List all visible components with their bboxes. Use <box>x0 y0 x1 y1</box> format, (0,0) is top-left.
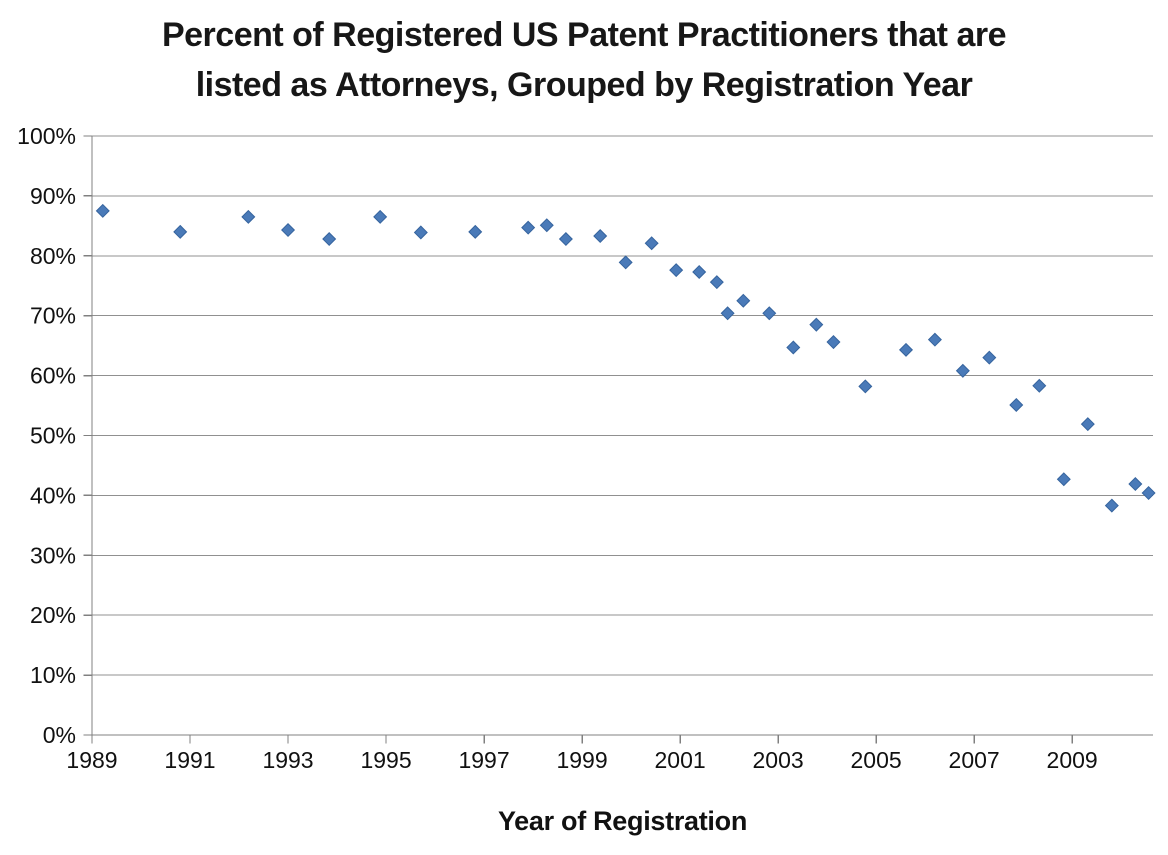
y-tick-label: 90% <box>30 183 76 209</box>
x-tick-label: 2007 <box>949 747 1000 773</box>
chart-title-line-2: listed as Attorneys, Grouped by Registra… <box>195 66 973 104</box>
x-tick-label: 2001 <box>654 747 705 773</box>
x-tick-label: 1993 <box>262 747 313 773</box>
data-point-marker <box>95 203 110 218</box>
data-point-marker <box>558 232 573 247</box>
chart-title: Percent of Registered US Patent Practiti… <box>0 10 1168 110</box>
data-point-marker <box>982 350 997 365</box>
x-tick-label: 1995 <box>360 747 411 773</box>
x-tick-label: 1989 <box>66 747 117 773</box>
data-point-marker <box>1080 417 1095 432</box>
y-tick-label: 0% <box>43 722 76 748</box>
data-point-marker <box>373 209 388 224</box>
x-axis-title: Year of Registration <box>497 806 748 836</box>
data-point-marker <box>413 225 428 240</box>
data-point-marker <box>898 342 914 357</box>
data-point-marker <box>521 220 536 235</box>
data-point-marker <box>1141 485 1156 501</box>
data-point-marker <box>644 236 659 251</box>
data-point-marker <box>1009 397 1024 412</box>
y-tick-label: 80% <box>30 243 76 269</box>
data-point-marker <box>281 223 296 238</box>
data-point-marker <box>927 332 942 347</box>
data-point-marker <box>322 232 337 247</box>
data-point-marker <box>826 335 841 350</box>
y-tick-label: 100% <box>17 123 76 149</box>
x-tick-label: 2009 <box>1047 747 1098 773</box>
data-point-marker <box>858 379 873 394</box>
data-point-marker <box>762 306 777 321</box>
x-tick-label: 2003 <box>753 747 804 773</box>
data-point-marker <box>1128 477 1143 492</box>
data-point-marker <box>720 306 735 321</box>
data-point-marker <box>809 317 824 332</box>
x-tick-label: 1997 <box>458 747 509 773</box>
data-point-marker <box>669 263 684 278</box>
y-tick-label: 30% <box>30 542 76 568</box>
x-tick-label: 1999 <box>556 747 607 773</box>
x-tick-label: 2005 <box>851 747 902 773</box>
data-point-marker <box>241 209 256 224</box>
data-point-marker <box>468 224 483 239</box>
chart-title-line-1: Percent of Registered US Patent Practiti… <box>161 16 1007 54</box>
data-point-marker <box>786 340 801 355</box>
data-point-marker <box>593 229 608 244</box>
data-point-marker <box>173 224 188 239</box>
data-point-marker <box>1056 472 1071 487</box>
data-point-marker <box>955 363 970 378</box>
y-tick-label: 40% <box>30 482 76 508</box>
y-tick-label: 20% <box>30 602 76 628</box>
data-point-marker <box>618 255 633 270</box>
data-point-marker <box>736 293 751 308</box>
data-point-marker <box>1032 378 1047 393</box>
y-tick-label: 70% <box>30 303 76 329</box>
y-tick-label: 50% <box>30 423 76 449</box>
data-point-marker <box>692 264 707 279</box>
data-point-marker <box>539 218 554 233</box>
data-point-marker <box>709 275 724 290</box>
y-tick-label: 10% <box>30 662 76 688</box>
y-tick-label: 60% <box>30 363 76 389</box>
data-point-marker <box>1104 498 1119 513</box>
x-tick-label: 1991 <box>164 747 215 773</box>
